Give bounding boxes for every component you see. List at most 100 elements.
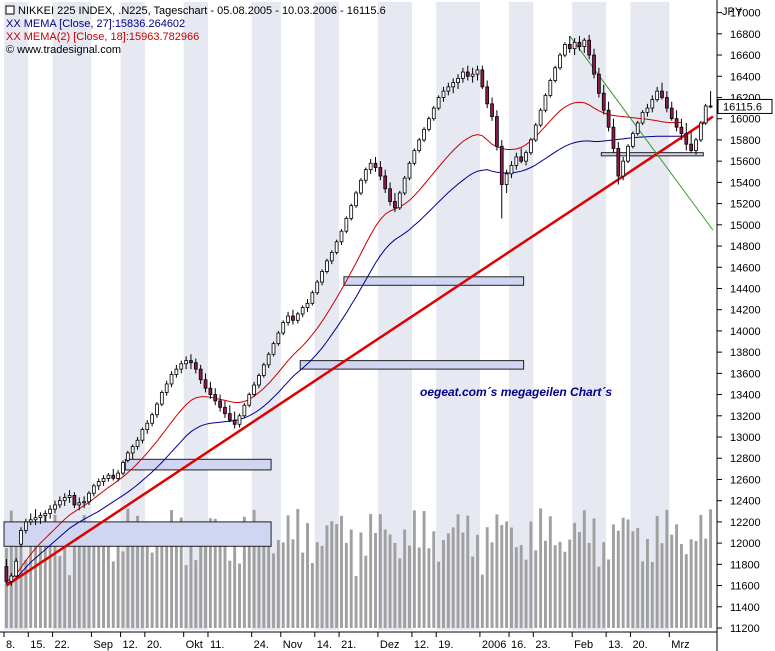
- candle-body: [422, 128, 426, 141]
- candle-body: [203, 379, 208, 389]
- candle-body: [184, 360, 188, 365]
- x-tick-label: 23.: [535, 639, 550, 651]
- legend-entry: © www.tradesignal.com: [6, 44, 121, 56]
- volume-bar: [553, 545, 557, 628]
- volume-bar: [184, 565, 188, 628]
- candle-body: [689, 143, 694, 151]
- x-tick-label: 8.: [6, 639, 15, 651]
- y-tick-label: 13400: [730, 390, 761, 402]
- candle-body: [227, 413, 232, 421]
- candle-body: [252, 384, 256, 395]
- volume-bar: [655, 515, 659, 628]
- volume-bar: [48, 532, 52, 628]
- volume-bar: [684, 554, 688, 628]
- y-tick-label: 12800: [730, 453, 761, 465]
- candle-body: [237, 415, 242, 425]
- candle-body: [572, 41, 577, 50]
- volume-bar: [9, 510, 13, 628]
- x-tick-label: 20.: [632, 639, 647, 651]
- volume-bar: [77, 542, 81, 628]
- last-value-box: [717, 98, 773, 114]
- volume-bar: [82, 515, 86, 628]
- volume-bar: [446, 533, 450, 628]
- y-tick-label: 15200: [730, 199, 761, 211]
- volume-bar: [611, 524, 615, 628]
- candle-body: [373, 162, 378, 168]
- candle-body: [519, 156, 524, 162]
- volume-bar: [393, 542, 397, 628]
- volume-bar: [38, 528, 42, 628]
- volume-bar: [140, 543, 144, 628]
- candle-body: [485, 86, 490, 105]
- candle-body: [431, 107, 436, 120]
- mema-27-line: [6, 135, 682, 584]
- volume-bar: [524, 559, 528, 628]
- candle-body: [461, 71, 465, 79]
- candle-body: [499, 145, 504, 185]
- candle-body: [553, 67, 558, 81]
- volume-bar: [247, 543, 251, 628]
- candle-body: [87, 492, 91, 503]
- candle-body: [441, 90, 446, 98]
- candle-body: [223, 406, 227, 415]
- candle-body: [101, 477, 106, 482]
- candle-body: [412, 150, 417, 164]
- candle-body: [407, 162, 412, 179]
- volume-bar: [369, 514, 373, 628]
- candle-body: [125, 452, 130, 461]
- x-tick-label: Mrz: [671, 639, 689, 651]
- volume-bar: [480, 574, 484, 628]
- volume-bar: [471, 556, 475, 628]
- candle-body: [121, 462, 125, 474]
- candle-body: [616, 148, 621, 177]
- volume-bar: [631, 531, 635, 628]
- volume-bar: [563, 551, 567, 628]
- x-tick-label: 15.: [30, 639, 45, 651]
- mema-18-line: [6, 101, 682, 582]
- candle-body: [436, 97, 441, 109]
- volume-bar: [490, 542, 494, 628]
- volume-bar: [466, 515, 470, 628]
- volume-bar: [257, 533, 261, 628]
- volume-bar: [621, 517, 625, 628]
- volume-bar: [461, 532, 465, 628]
- candle-body: [334, 241, 339, 253]
- candle-body: [567, 44, 572, 50]
- volume-bar: [53, 514, 57, 628]
- candle-body: [315, 281, 320, 294]
- volume-bar: [349, 529, 353, 628]
- candle-body: [587, 39, 592, 56]
- candle-body: [699, 122, 703, 141]
- candle-body: [490, 103, 494, 117]
- candle-body: [261, 364, 266, 376]
- legend: NIKKEI 225 INDEX, .N225, Tageschart - 05…: [5, 5, 386, 56]
- candle-body: [213, 394, 218, 402]
- candle-body: [164, 383, 169, 393]
- candle-body: [577, 41, 582, 47]
- volume-bar: [675, 524, 679, 628]
- volume-bar: [539, 508, 543, 628]
- volume-bar: [704, 538, 708, 628]
- volume-bar: [306, 523, 309, 628]
- volume-bar: [204, 530, 207, 628]
- volume-bar: [689, 539, 693, 628]
- volume-bar: [145, 540, 149, 628]
- candle-body: [242, 404, 247, 417]
- candle-body: [514, 156, 519, 166]
- y-tick-label: 15800: [730, 135, 761, 147]
- candle-body: [111, 474, 116, 479]
- volume-bar: [155, 541, 159, 628]
- candle-body: [533, 124, 538, 141]
- volume-bar: [694, 541, 698, 628]
- volume-bar: [388, 534, 392, 628]
- candle-body: [383, 175, 388, 190]
- volume-bar: [364, 555, 368, 628]
- y-tick-label: 16800: [730, 29, 761, 41]
- x-tick-label: Feb: [574, 639, 593, 651]
- candle-body: [402, 177, 407, 194]
- volume-bar: [102, 546, 106, 628]
- candle-body: [329, 251, 334, 262]
- candle-body: [38, 515, 43, 519]
- candle-body: [456, 77, 460, 84]
